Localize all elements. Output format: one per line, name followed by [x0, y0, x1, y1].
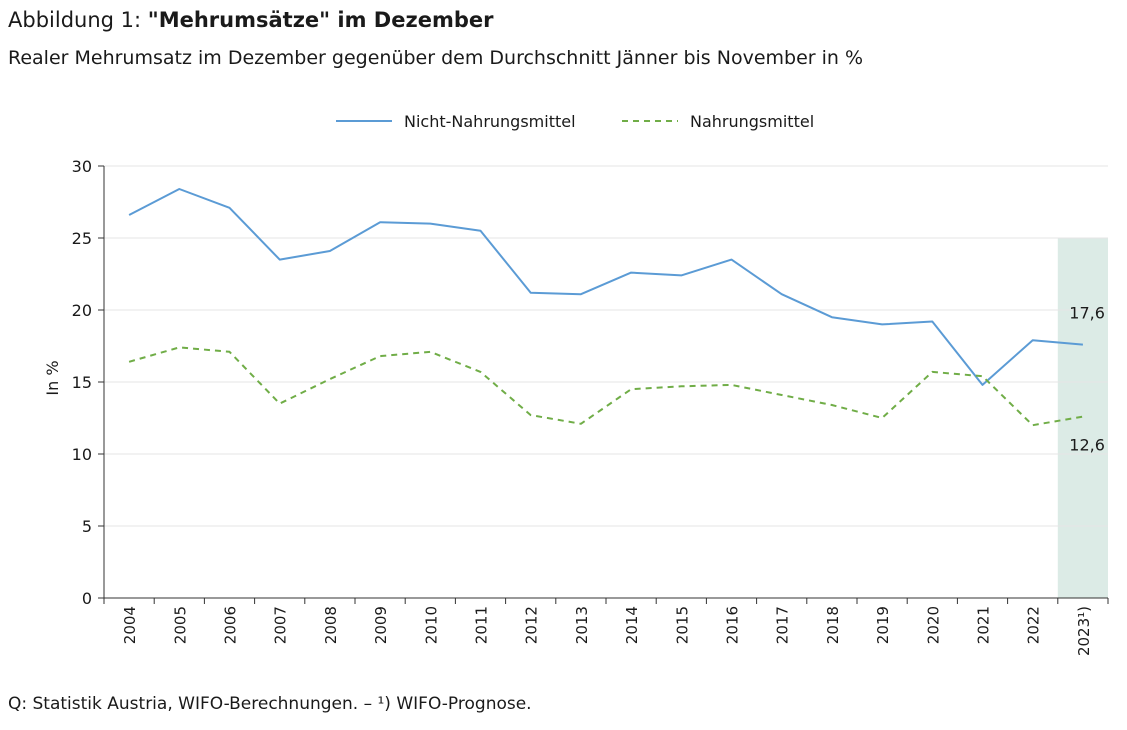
title-bold: "Mehrumsätze" im Dezember [147, 8, 494, 32]
x-tick-label: 2005 [171, 606, 189, 644]
y-tick-label: 20 [72, 301, 92, 320]
x-tick-label: 2023¹) [1075, 606, 1093, 656]
legend-label: Nahrungsmittel [690, 112, 814, 131]
x-tick-label: 2013 [573, 606, 591, 644]
x-tick-label: 2015 [673, 606, 691, 644]
x-tick-label: 2019 [874, 606, 892, 644]
x-tick-label: 2014 [623, 606, 641, 644]
x-tick-label: 2016 [724, 606, 742, 644]
x-tick-label: 2007 [272, 606, 290, 644]
y-tick-label: 10 [72, 445, 92, 464]
data-label-end: 17,6 [1069, 304, 1105, 323]
series-line-2 [128, 346, 1084, 427]
y-tick-label: 25 [72, 229, 92, 248]
x-tick-label: 2004 [121, 606, 139, 644]
x-tick-label: 2008 [322, 606, 340, 644]
y-axis-label: In % [43, 360, 62, 395]
chart-subtitle: Realer Mehrumsatz im Dezember gegenüber … [8, 47, 864, 69]
x-tick-label: 2022 [1025, 606, 1043, 644]
x-tick-label: 2010 [422, 606, 440, 644]
y-tick-label: 5 [82, 517, 92, 536]
x-tick-label: 2012 [523, 606, 541, 644]
x-tick-label: 2017 [774, 606, 792, 644]
x-tick-label: 2009 [372, 606, 390, 644]
y-tick-label: 0 [82, 589, 92, 608]
y-tick-label: 15 [72, 373, 92, 392]
x-tick-label: 2020 [924, 606, 942, 644]
title-prefix: Abbildung 1: [8, 8, 148, 32]
line-chart: 0 5 10 15 20 25 30 2004 2005 2006 2007 2008 2009 2010… [43, 112, 1109, 656]
x-tick-label: 2018 [824, 606, 842, 644]
series-line-1 [128, 188, 1083, 386]
y-tick-label: 30 [72, 157, 92, 176]
chart-title: Abbildung 1: "Mehrumsätze" im Dezember [8, 8, 493, 32]
x-tick-label: 2021 [975, 606, 993, 644]
source-note: Q: Statistik Austria, WIFO-Berechnungen.… [8, 694, 532, 714]
legend-label: Nicht-Nahrungsmittel [404, 112, 576, 131]
x-tick-label: 2011 [473, 606, 491, 644]
x-tick-label: 2006 [222, 606, 240, 644]
data-label-end: 12,6 [1069, 436, 1105, 455]
forecast-shading [1057, 238, 1108, 598]
